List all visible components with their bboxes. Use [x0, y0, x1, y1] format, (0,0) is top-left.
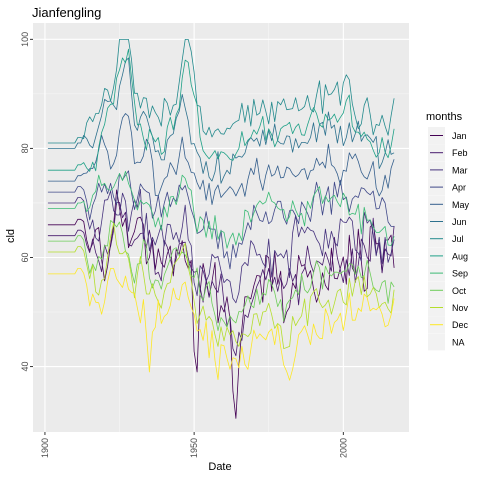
legend-key-na [428, 333, 445, 351]
x-axis-title: Date [208, 461, 231, 473]
plot-background [33, 23, 409, 432]
series-line-mar [47, 188, 395, 304]
legend-label-feb: Feb [452, 148, 468, 158]
legend-label-apr: Apr [452, 183, 466, 193]
x-tick-label: 2000 [338, 438, 348, 458]
y-tick-label: 80 [20, 143, 30, 153]
legend-label-may: May [452, 200, 470, 210]
y-axis-title: cld [5, 229, 17, 243]
y-tick-label: 40 [20, 362, 30, 372]
series-line-jul [47, 39, 395, 144]
series-line-oct [47, 219, 395, 332]
x-tick-label: 1900 [40, 438, 50, 458]
series-line-apr [47, 170, 395, 270]
legend: months Jan Feb Mar Apr May Jun Jul Aug Sep Oct Nov… [426, 111, 470, 351]
series-line-aug [47, 48, 395, 172]
series-line-nov [47, 222, 395, 350]
legend-label-mar: Mar [452, 165, 468, 175]
series-line-sep [47, 170, 395, 249]
legend-label-oct: Oct [452, 286, 467, 296]
legend-label-dec: Dec [452, 320, 469, 330]
legend-label-na: NA [452, 337, 465, 347]
chart-title: Jianfengling [32, 5, 101, 20]
legend-label-jun: Jun [452, 217, 467, 227]
series-line-jun [47, 57, 395, 184]
legend-label-aug: Aug [452, 251, 468, 261]
series-line-jan [47, 189, 395, 419]
legend-title: months [426, 111, 463, 123]
y-tick-label: 60 [20, 252, 30, 262]
legend-label-jan: Jan [452, 131, 467, 141]
x-tick-label: 1950 [189, 438, 199, 458]
legend-label-nov: Nov [452, 303, 469, 313]
series-line-may [47, 113, 395, 206]
legend-label-sep: Sep [452, 269, 468, 279]
y-tick-label: 100 [20, 32, 30, 47]
series-line-feb [47, 201, 395, 357]
legend-label-jul: Jul [452, 234, 464, 244]
plot-area: 1900 1950 2000 40 60 80 100 [20, 23, 409, 458]
series-line-dec [47, 267, 395, 381]
